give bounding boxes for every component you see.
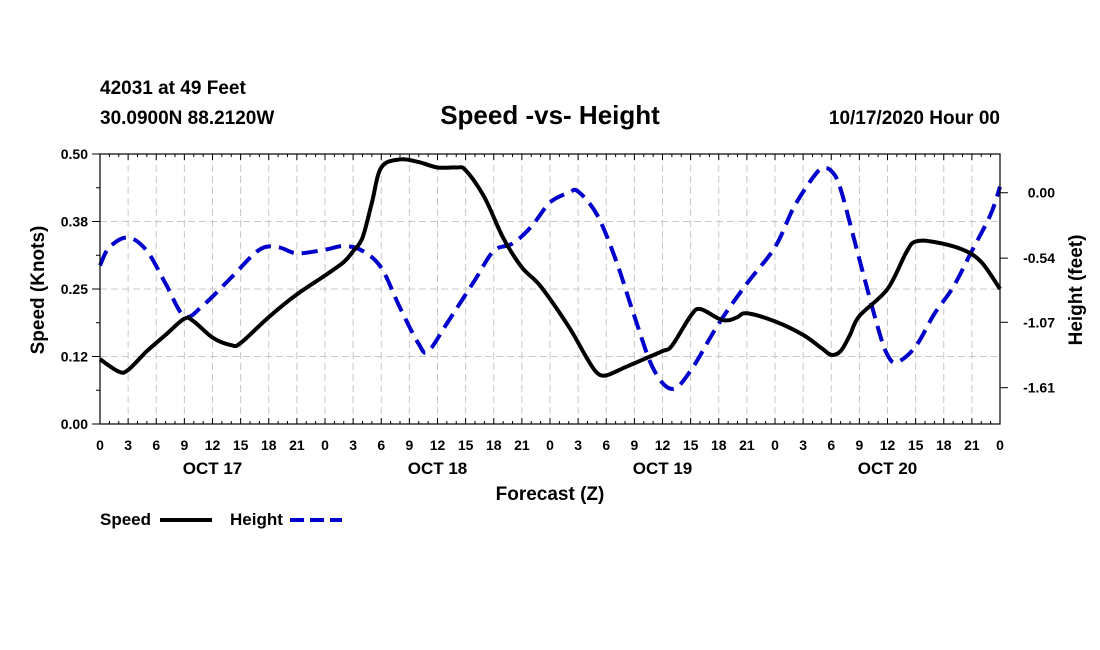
day-label: OCT 20	[858, 459, 918, 478]
x-tick-label: 6	[377, 437, 385, 453]
x-tick-label: 15	[233, 437, 249, 453]
x-tick-label: 6	[827, 437, 835, 453]
day-label: OCT 19	[633, 459, 693, 478]
series-layer	[98, 157, 1002, 391]
label-layer: 0 3 6 9 12 15 18 21 0 3 6 9 12 15 18 21 0 3 6 9 12 15 18 21 0 3 6 9…	[61, 146, 1055, 478]
x-axis-label: Forecast (Z)	[496, 484, 605, 505]
x-tick-label: 0	[96, 437, 104, 453]
x-tick-label: 3	[799, 437, 807, 453]
tick-layer	[92, 153, 1008, 425]
x-tick-label: 21	[739, 437, 755, 453]
day-label: OCT 17	[183, 459, 243, 478]
date-label: 10/17/2020 Hour 00	[829, 108, 1000, 129]
x-tick-label: 18	[261, 437, 277, 453]
station-label: 42031 at 49 Feet	[100, 78, 246, 99]
y-left-tick-label: 0.00	[61, 416, 88, 432]
x-tick-label: 21	[289, 437, 305, 453]
x-tick-label: 3	[574, 437, 582, 453]
x-tick-label: 9	[630, 437, 638, 453]
x-tick-label: 12	[205, 437, 221, 453]
y-left-tick-label: 0.12	[61, 349, 88, 365]
y-right-tick-label: 0.00	[1028, 185, 1055, 201]
x-tick-label: 0	[996, 437, 1004, 453]
x-tick-label: 3	[124, 437, 132, 453]
coords-label: 30.0900N 88.2120W	[100, 108, 274, 129]
x-tick-label: 9	[855, 437, 863, 453]
x-tick-label: 15	[908, 437, 924, 453]
x-tick-label: 9	[180, 437, 188, 453]
x-tick-label: 6	[602, 437, 610, 453]
x-tick-label: 0	[321, 437, 329, 453]
y-right-tick-label: -1.61	[1023, 380, 1055, 396]
x-tick-label: 6	[152, 437, 160, 453]
y-right-axis-label: Height (feet)	[1066, 235, 1087, 346]
y-right-tick-label: -1.07	[1023, 314, 1055, 330]
x-tick-label: 9	[405, 437, 413, 453]
series-line-height	[98, 165, 1002, 391]
y-left-tick-label: 0.38	[61, 214, 88, 230]
x-tick-label: 21	[964, 437, 980, 453]
y-left-tick-label: 0.50	[61, 146, 88, 162]
x-tick-label: 18	[936, 437, 952, 453]
y-right-tick-label: -0.54	[1023, 250, 1055, 266]
day-label: OCT 18	[408, 459, 468, 478]
x-tick-label: 21	[514, 437, 530, 453]
x-tick-label: 15	[683, 437, 699, 453]
x-tick-label: 3	[349, 437, 357, 453]
x-tick-label: 12	[880, 437, 896, 453]
y-left-axis-label: Speed (Knots)	[28, 226, 49, 355]
chart-title: Speed -vs- Height	[440, 100, 660, 130]
x-tick-label: 12	[655, 437, 671, 453]
x-tick-label: 0	[771, 437, 779, 453]
x-tick-label: 18	[711, 437, 727, 453]
x-tick-label: 18	[486, 437, 502, 453]
grid-layer	[100, 154, 1000, 424]
legend-height-label: Height	[230, 510, 283, 529]
x-tick-label: 15	[458, 437, 474, 453]
y-left-tick-label: 0.25	[61, 281, 88, 297]
legend-speed-label: Speed	[100, 510, 151, 529]
x-tick-label: 0	[546, 437, 554, 453]
x-tick-label: 12	[430, 437, 446, 453]
series-line-speed	[98, 157, 1002, 378]
legend: Speed Height	[100, 510, 342, 529]
